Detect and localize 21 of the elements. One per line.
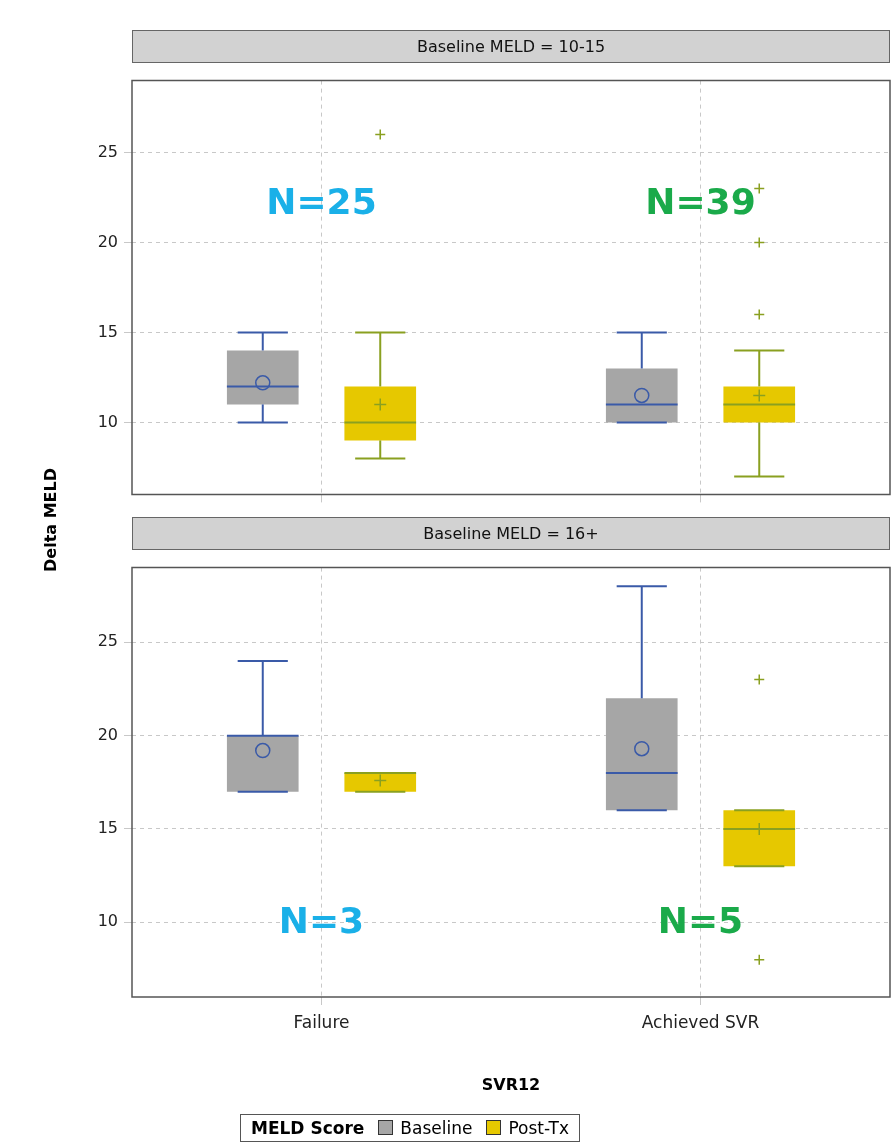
y-tick-label: 25	[97, 141, 118, 161]
chart-title: Baseline MELD = 16+	[132, 517, 890, 550]
x-tick-label: Failure	[293, 1011, 350, 1032]
annotation: N=3	[278, 900, 365, 942]
y-tick-label: 20	[97, 231, 118, 251]
annotation: N=5	[657, 900, 744, 942]
annotation: N=39	[645, 181, 756, 223]
legend-title: MELD Score	[251, 1118, 365, 1138]
legend-label: Baseline	[399, 1118, 473, 1138]
y-tick-label: 25	[97, 631, 118, 651]
y-axis-title: Delta MELD	[40, 468, 60, 572]
y-tick-label: 10	[97, 911, 118, 931]
x-axis-title: SVR12	[481, 1075, 541, 1094]
y-tick-label: 15	[97, 321, 118, 341]
y-tick-label: 20	[97, 724, 118, 744]
legend-label: Post-Tx	[507, 1118, 569, 1138]
y-tick-label: 10	[97, 411, 118, 431]
annotation: N=25	[266, 181, 377, 223]
y-tick-label: 15	[97, 818, 118, 838]
x-tick-label: Achieved SVR	[641, 1011, 760, 1032]
chart-title: Baseline MELD = 10-15	[132, 30, 890, 63]
